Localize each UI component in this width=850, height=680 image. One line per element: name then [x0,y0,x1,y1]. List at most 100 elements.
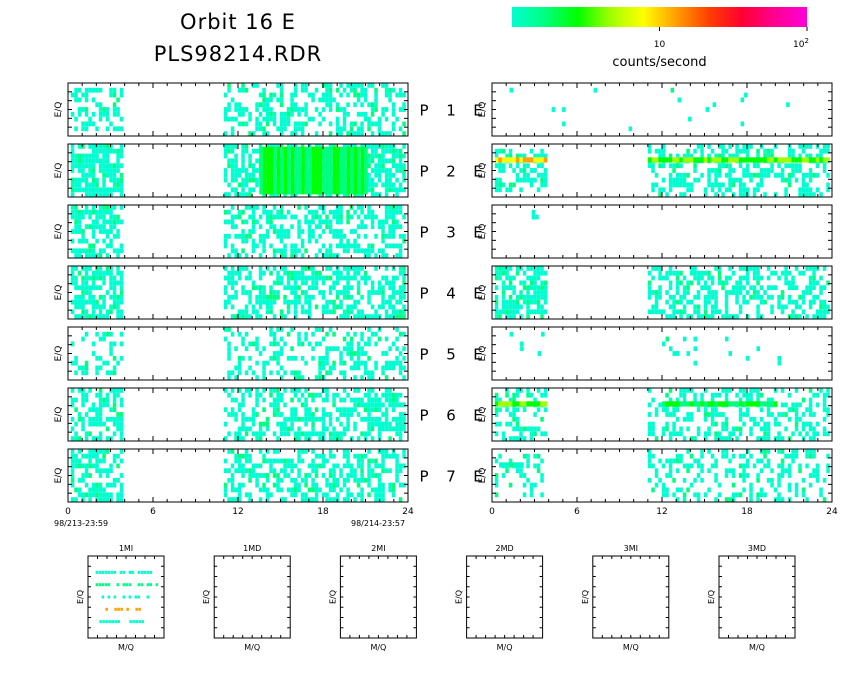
panel-5-left-burst [223,327,406,380]
mass-panel-xlabel: M/Q [244,643,260,652]
panel-6-right-bright-band [494,401,548,407]
colorbar-tick-label: 102 [793,37,809,50]
panel-row-5: E/Q E/Q P 5 E [54,326,833,381]
mass-panel-ylabel: E/Q [455,590,464,604]
panel-3-label-p: P [419,224,428,242]
mass-panel-ylabel: E/Q [328,590,337,604]
mass-panel-ylabel: E/Q [76,590,85,604]
panel-5-ylabel: E/Q [54,346,64,362]
panel-7-label-e: E [473,468,482,486]
x-tick-label-right: 6 [574,507,580,517]
panel-1-label-p: P [419,102,428,120]
panel-7-left-burst [223,449,406,502]
panel-7-ylabel: E/Q [54,468,64,484]
panel-row-2: E/Q E/Q P 2 E [54,143,833,198]
panel-row-1: E/Q E/Q P 1 E [54,82,833,137]
colorbar-gradient [512,7,807,27]
panel-3-label-e: E [473,224,482,242]
panel-2-ylabel: E/Q [54,163,64,179]
panel-2-ylabel-right: E/Q [478,163,488,179]
mass-panel-1MI-band [99,620,144,624]
panel-1-ylabel: E/Q [54,102,64,118]
panel-6-label-e: E [473,407,482,425]
mass-panel-1MI-band [101,595,150,599]
panel-4-left-burst [70,266,124,319]
panel-4-ylabel-right: E/Q [478,285,488,301]
mass-panel-title: 2MD [496,544,514,553]
mass-panel-frame [213,555,291,639]
colorbar-label: counts/second [612,55,706,70]
panel-row-7: E/Q E/Q P 7 E [54,448,833,503]
panel-3-ylabel-right: E/Q [478,224,488,240]
panel-6-label-p: P [419,407,428,425]
mass-panel-frame [592,555,670,639]
panel-5-ylabel-right: E/Q [478,346,488,362]
mass-panel-ylabel: E/Q [707,590,716,604]
mass-panel-ylabel: E/Q [202,590,211,604]
panel-7-ylabel-right: E/Q [478,468,488,484]
panel-5-right-burst [509,331,545,356]
title-line-1: Orbit 16 E [180,10,296,34]
panel-4-right-burst [647,266,830,319]
panel-2-left-bright-band [259,146,368,195]
panel-3-left-burst [70,205,124,258]
panel-7-right-burst [647,449,830,502]
panel-row-4: E/Q E/Q P 4 E [54,265,833,320]
mass-panel-3MI: 3MI E/Q M/Q [581,544,670,652]
panel-7-label-p: P [419,468,428,486]
x-tick-label-left: 12 [232,507,243,517]
panel-6-right-burst [647,388,830,441]
panel-3-label-number: 3 [446,224,456,242]
x-tick-label-left: 0 [65,507,71,517]
mass-panel-3MD: 3MD E/Q M/Q [707,544,796,652]
panel-4-right-burst [494,266,548,319]
panel-7-left-burst [70,449,124,502]
panel-3-right-burst [531,209,539,220]
panel-6-ylabel-right: E/Q [478,407,488,423]
mass-panel-ylabel: E/Q [581,590,590,604]
mass-panel-1MD: 1MD E/Q M/Q [202,544,291,652]
panel-5-right-burst [662,336,781,366]
mass-panel-1MI-band [95,583,159,587]
mass-panel-xlabel: M/Q [623,643,639,652]
panel-1-left-burst [70,87,124,132]
panel-2-left-burst [70,144,124,197]
panel-2-label-number: 2 [446,163,456,181]
mass-panel-title: 3MI [624,544,638,553]
panel-3-ylabel: E/Q [54,224,64,240]
mass-panel-xlabel: M/Q [749,643,765,652]
mass-panel-frame [87,555,165,639]
panel-4-left-burst [223,266,406,319]
colorbar-tick-label: 10 [654,40,666,50]
panel-3-left-burst [223,205,406,258]
mass-panel-frame [718,555,796,639]
panel-2-label-e: E [473,163,482,181]
panel-4-label-p: P [419,285,428,303]
panel-6-left-burst [223,388,406,441]
mass-spectra-panels: 1MI E/Q M/Q 1MD E/Q M/Q 2MI E/Q M/Q 2MD E/Q M/Q 3MI E… [76,544,796,652]
mass-panel-title: 1MD [243,544,261,553]
mass-panel-frame [339,555,417,639]
panel-1-label-number: 1 [446,102,456,120]
mass-panel-xlabel: M/Q [118,643,134,652]
panel-6-ylabel: E/Q [54,407,64,423]
panel-6-label-number: 6 [446,407,456,425]
colorbar: 10 102 counts/second [512,7,809,70]
mass-panel-1MI-band [105,607,141,611]
panel-6-right-bright-band [662,401,778,407]
panel-row-3: E/Q E/Q P 3 E [54,204,833,259]
x-start-time: 98/213-23:59 [54,519,108,528]
mass-panel-title: 1MI [119,544,133,553]
x-tick-label-right: 18 [741,507,753,517]
panel-3-right-frame [491,204,833,259]
x-tick-label-left: 18 [317,507,329,517]
panel-7-right-bright-band [499,462,524,468]
mass-panel-2MI: 2MI E/Q M/Q [328,544,417,652]
x-tick-label-right: 0 [489,507,495,517]
panel-7-label-number: 7 [446,468,456,486]
mass-panel-title: 3MD [748,544,766,553]
panel-2-right-burst [647,144,830,197]
x-tick-label-left: 6 [150,507,156,517]
panel-row-6: E/Q E/Q P 6 E [54,387,833,442]
